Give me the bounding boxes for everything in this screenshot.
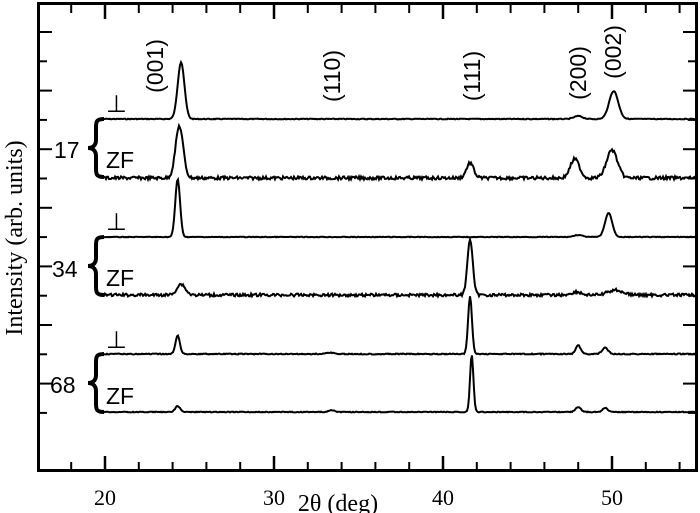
zf-label-34: ZF	[106, 265, 134, 291]
group-label-17: 17	[54, 137, 80, 163]
curve-17-ZF	[103, 122, 696, 183]
zf-label-17: ZF	[106, 147, 134, 173]
perp-symbol-68: ⊥	[106, 327, 127, 354]
group-label-68: 68	[50, 372, 76, 398]
curve-68-perp	[103, 296, 696, 356]
x-tick-label-50: 50	[601, 485, 623, 510]
group-label-34: 34	[52, 256, 78, 282]
x-axis-label: 2θ (deg)	[298, 491, 378, 513]
x-tick-label-30: 30	[263, 485, 285, 510]
x-tick-label-40: 40	[432, 485, 454, 510]
peak-label-200: (200)	[565, 46, 591, 100]
peak-label-111: (111)	[459, 51, 485, 101]
y-axis-label: Intensity (arb. units)	[2, 140, 28, 335]
curve-34-ZF	[103, 235, 696, 299]
peak-label-002: (002)	[600, 25, 626, 79]
peak-label-001: (001)	[142, 39, 168, 93]
brace-68	[87, 352, 105, 414]
perp-symbol-34: ⊥	[106, 209, 127, 236]
curve-17-perp	[104, 59, 696, 121]
plot-frame	[37, 2, 698, 472]
xrd-curves	[103, 59, 696, 414]
brace-17	[87, 117, 105, 179]
brace-34	[87, 235, 105, 297]
curve-68-ZF	[103, 355, 696, 414]
x-tick-label-20: 20	[94, 485, 116, 510]
zf-label-68: ZF	[106, 383, 134, 409]
peak-label-110: (110)	[319, 50, 345, 102]
y-ticks	[40, 31, 695, 414]
curve-34-perp	[103, 176, 696, 239]
x-ticks	[70, 5, 681, 470]
perp-symbol-17: ⊥	[106, 91, 127, 118]
